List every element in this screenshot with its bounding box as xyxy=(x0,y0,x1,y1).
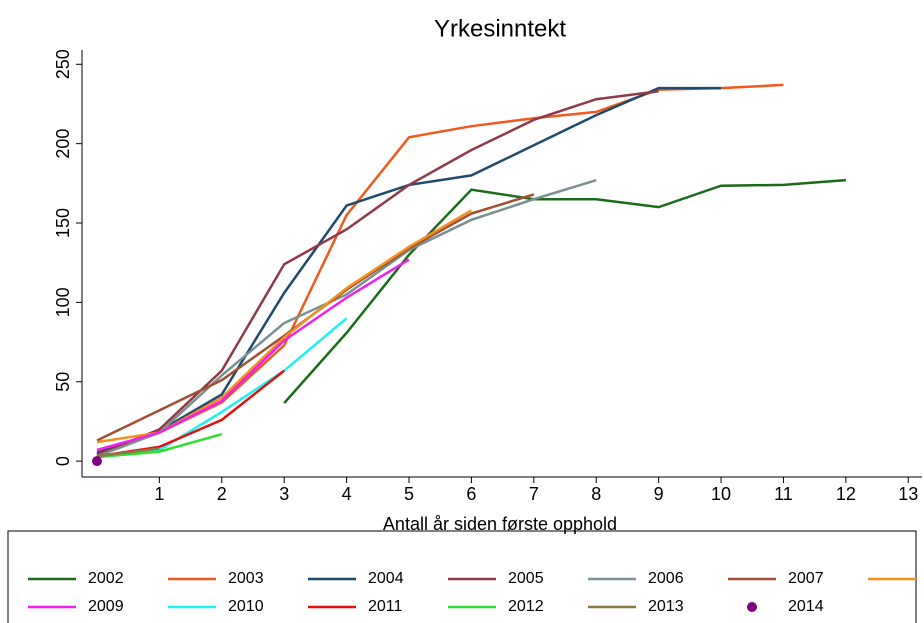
x-tick-label: 13 xyxy=(898,484,918,504)
y-tick-label: 150 xyxy=(53,208,73,238)
legend-label: 2014 xyxy=(788,598,824,615)
x-tick-label: 9 xyxy=(654,484,664,504)
legend-label: 2002 xyxy=(88,570,124,587)
x-tick-label: 10 xyxy=(711,484,731,504)
x-tick-label: 12 xyxy=(836,484,856,504)
data-point xyxy=(91,456,102,467)
legend-label: 2012 xyxy=(508,598,544,615)
x-tick-label: 2 xyxy=(217,484,227,504)
legend-label: 2009 xyxy=(88,598,124,615)
chart-title: Yrkesinntekt xyxy=(434,15,566,42)
x-tick-label: 6 xyxy=(466,484,476,504)
series-line xyxy=(283,178,846,404)
legend-label: 2006 xyxy=(648,570,684,587)
y-tick-label: 200 xyxy=(53,129,73,159)
legend-label: 2011 xyxy=(368,598,403,615)
legend-label: 2010 xyxy=(228,598,264,615)
y-tick-label: 0 xyxy=(53,456,73,466)
legend-label: 2003 xyxy=(228,570,264,587)
legend-label: 2007 xyxy=(788,570,824,587)
series-line xyxy=(96,258,410,452)
legend-label: 2005 xyxy=(508,570,544,587)
y-tick-label: 100 xyxy=(53,287,73,317)
legend-label: 2004 xyxy=(368,570,404,587)
x-tick-label: 8 xyxy=(591,484,601,504)
series-line xyxy=(96,178,597,458)
legend-label: 2013 xyxy=(648,598,684,615)
series-line xyxy=(96,432,223,459)
x-tick-label: 7 xyxy=(529,484,539,504)
x-tick-label: 5 xyxy=(404,484,414,504)
legend-box xyxy=(7,530,917,623)
y-tick-label: 250 xyxy=(53,49,73,79)
series-line xyxy=(96,447,160,458)
series-line xyxy=(96,90,659,456)
legend-marker xyxy=(747,602,757,612)
x-tick-label: 4 xyxy=(342,484,352,504)
x-axis-label: Antall år siden første opphold xyxy=(383,514,617,534)
y-tick-label: 50 xyxy=(53,372,73,392)
x-tick-label: 11 xyxy=(774,484,793,504)
x-tick-label: 3 xyxy=(279,484,289,504)
x-tick-label: 1 xyxy=(154,484,164,504)
